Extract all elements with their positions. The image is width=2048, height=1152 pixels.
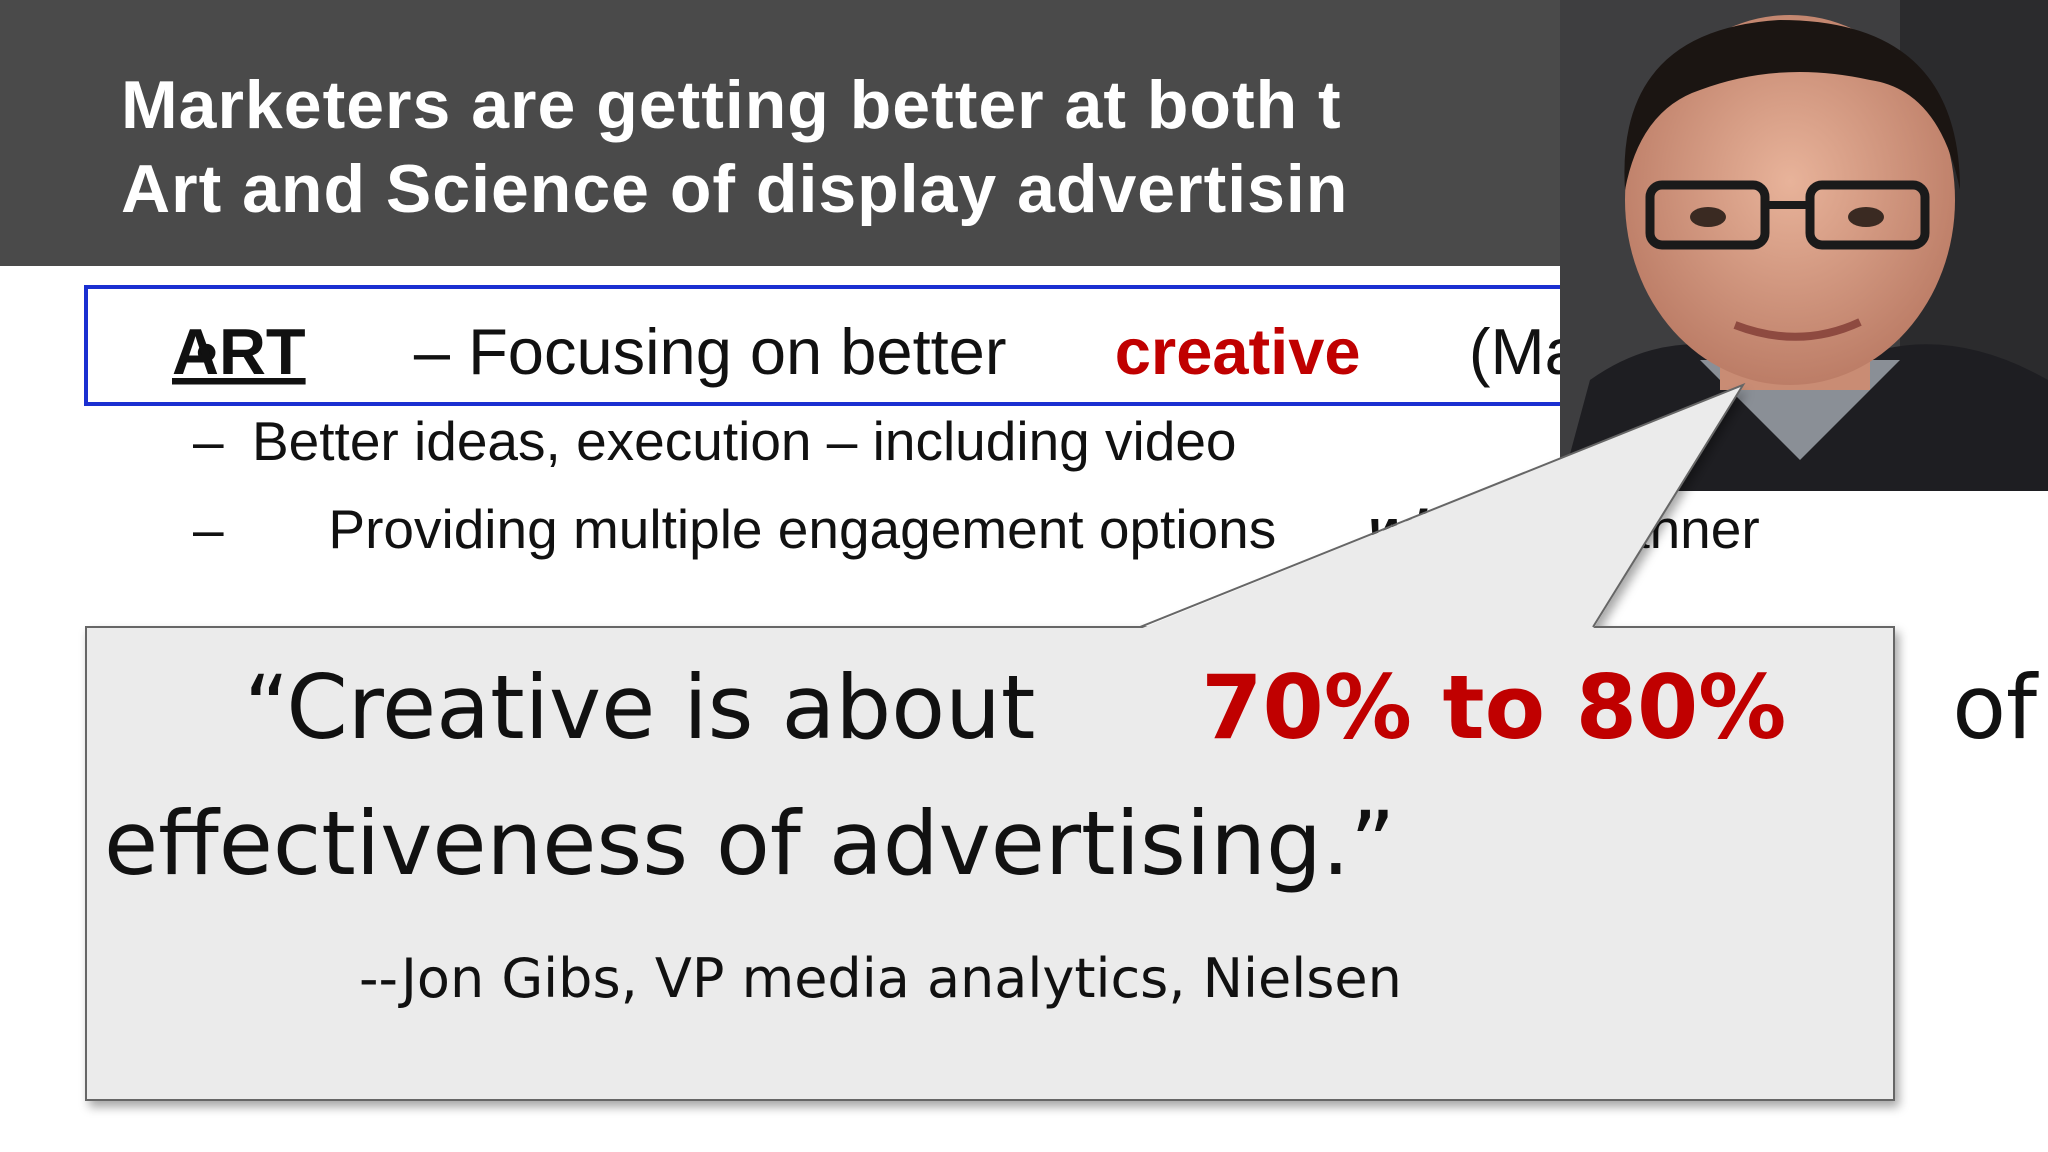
photo [1560,0,2048,491]
quote-highlight: 70% to 80% [1201,656,1786,759]
sub-marker: – [193,498,224,560]
sub-bullet: Providing multiple engagement options wi… [252,498,1491,560]
callout [85,385,1895,1101]
bullet: • ART – Focusing on better creative (Mag… [105,315,1761,388]
bullet-marker: • [195,315,218,388]
sub-bullet: Better ideas, execution – including vide… [252,410,1237,472]
sub-bullet-text: Providing multiple engagement options [328,498,1276,560]
title-line: Art and Science of display advertisin [121,151,1348,227]
bullet-text: – Focusing on better [414,315,1007,388]
sub-marker: – [193,410,224,472]
quote-line: effectiveness of advertising.” [104,792,1395,895]
quote-line: “Creative is about 70% to 80% of the [104,656,2048,759]
bullet-term: ART [172,315,306,388]
bullet-emphasis: creative [1115,315,1361,388]
title-line: Marketers are getting better at both t [121,67,1342,143]
attribution: --Jon Gibs, VP media analytics, Nielsen [359,947,1402,1010]
header-band [0,0,1560,266]
quote-start: “Creative is about [244,656,1036,759]
callout-pointer [1139,382,1746,628]
quote-end: of the [1952,656,2048,759]
